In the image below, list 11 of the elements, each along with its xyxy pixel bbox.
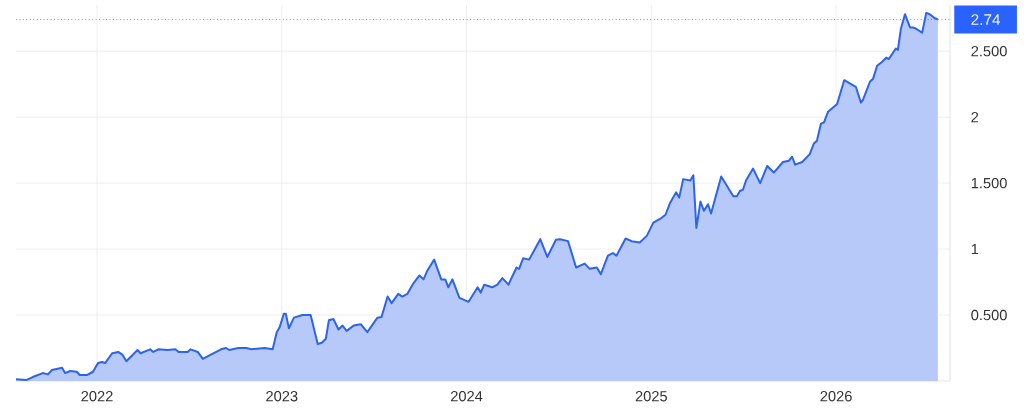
- x-tick-label: 2026: [820, 391, 852, 402]
- x-tick-label: 2025: [635, 391, 668, 402]
- y-tick-label: 2: [971, 112, 979, 123]
- y-tick-label: 1: [971, 244, 979, 255]
- x-tick-label: 2023: [266, 391, 298, 402]
- y-tick-label: 2.500: [971, 45, 1007, 57]
- x-tick-label: 2024: [450, 391, 483, 402]
- x-tick-label: 2022: [81, 391, 113, 402]
- y-tick-label: 0.500: [971, 309, 1007, 321]
- y-tick-label: 1.500: [971, 177, 1007, 189]
- ref-line-label: 2.74: [971, 14, 1001, 25]
